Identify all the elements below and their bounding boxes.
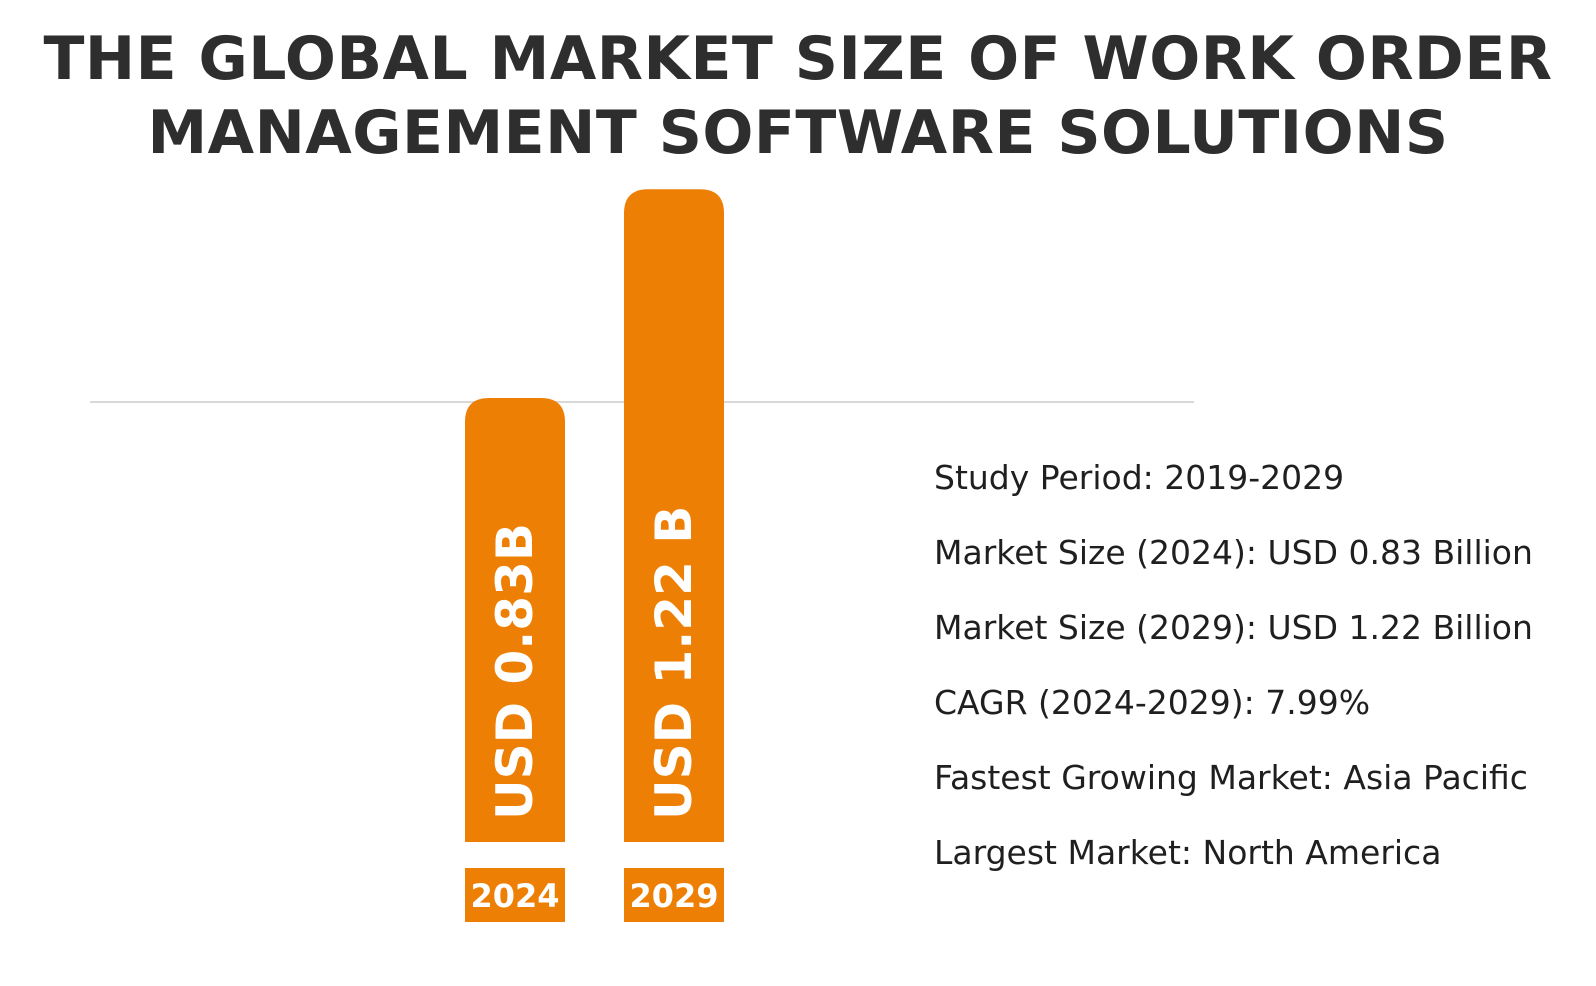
- bar-2029: [624, 189, 724, 843]
- stat-largest-market: Largest Market: North America: [934, 833, 1442, 872]
- category-label: 2029: [629, 877, 718, 915]
- market-stats-list: Study Period: 2019-2029 Market Size (202…: [934, 440, 1584, 890]
- category-tag-2024: [465, 868, 565, 922]
- chart-title: THE GLOBAL MARKET SIZE OF WORK ORDER MAN…: [0, 22, 1596, 170]
- stat-market-size-2024: Market Size (2024): USD 0.83 Billion: [934, 533, 1533, 572]
- stat-study-period: Study Period: 2019-2029: [934, 458, 1345, 497]
- bar-2024: [465, 397, 565, 842]
- chart-title-line-2: MANAGEMENT SOFTWARE SOLUTIONS: [147, 98, 1449, 168]
- chart-title-line-1: THE GLOBAL MARKET SIZE OF WORK ORDER: [43, 24, 1553, 94]
- stat-cagr: CAGR (2024-2029): 7.99%: [934, 683, 1371, 722]
- bar-value-label: USD 0.83B: [486, 523, 544, 820]
- stat-market-size-2029: Market Size (2029): USD 1.22 Billion: [934, 608, 1533, 647]
- category-tag-2029: [624, 868, 724, 922]
- stat-fastest-growing-market: Fastest Growing Market: Asia Pacific: [934, 758, 1528, 797]
- bar-value-label: USD 1.22 B: [645, 506, 703, 820]
- category-label: 2024: [470, 877, 559, 915]
